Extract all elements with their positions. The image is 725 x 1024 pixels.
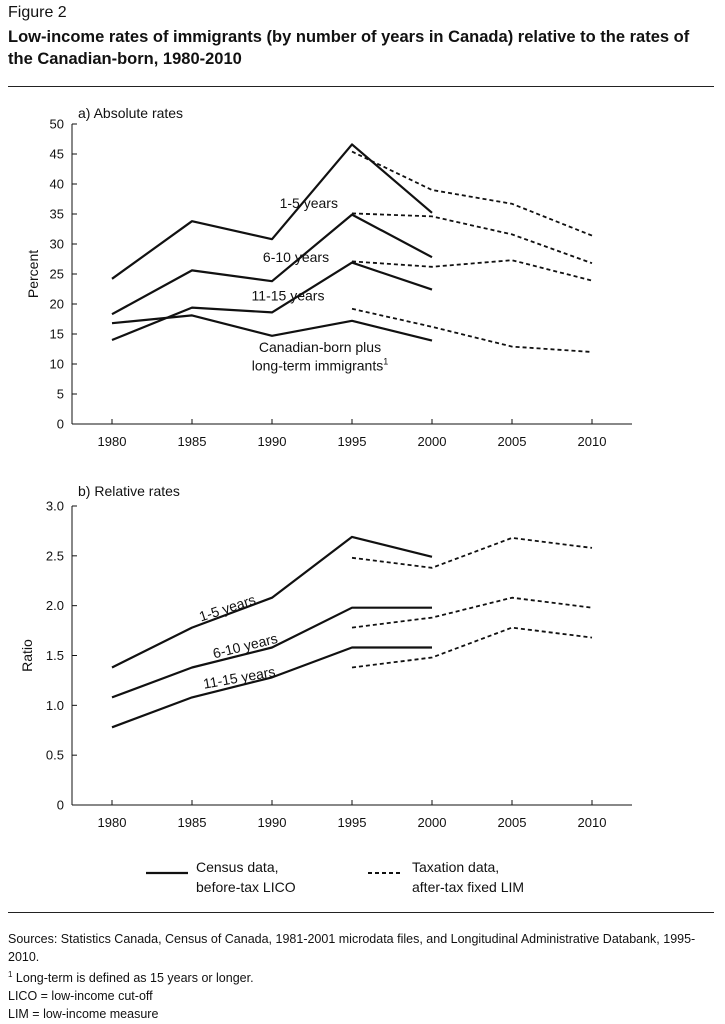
footnote-text: Long-term is defined as 15 years or long… — [12, 971, 254, 986]
series-taxation-6-10-years — [351, 212, 593, 265]
y-tick-label: 45 — [50, 147, 64, 162]
legend: Census data, before-tax LICO Taxation da… — [146, 859, 524, 895]
series-taxation-1-5-years — [351, 150, 593, 237]
x-tick-label: 2010 — [578, 434, 607, 449]
y-axis-label: Ratio — [19, 639, 35, 672]
series-taxation-11-15-years — [351, 259, 593, 282]
figure-title: Low-income rates of immigrants (by numbe… — [8, 28, 690, 68]
x-tick-label: 1985 — [178, 815, 207, 830]
lico-definition: LICO = low-income cut-off — [8, 989, 153, 1004]
series-label-1-5-years: 1-5 years — [280, 195, 338, 211]
x-tick-label: 2000 — [418, 815, 447, 830]
sources-note: Sources: Statistics Canada, Census of Ca… — [8, 932, 696, 964]
y-tick-label: 0.5 — [46, 748, 64, 763]
x-tick-label: 1995 — [338, 434, 367, 449]
series-taxation-canadian-born-plus-long-term-immigrants — [351, 307, 593, 353]
y-tick-label: 1.5 — [46, 648, 64, 663]
y-tick-label: 0 — [57, 417, 64, 432]
series-label-11-15-years: 11-15 years — [202, 663, 277, 691]
y-tick-label: 3.0 — [46, 499, 64, 514]
series-label-long-term-immigrants: long-term immigrants1 — [252, 357, 389, 374]
x-tick-label: 1985 — [178, 434, 207, 449]
series-label-canadian-born-plus: Canadian-born plus — [259, 339, 381, 355]
charts-svg: a) Absolute rates05101520253035404550198… — [19, 105, 632, 895]
x-tick-label: 2000 — [418, 434, 447, 449]
y-tick-label: 35 — [50, 207, 64, 222]
legend-taxation-label-2: after-tax fixed LIM — [412, 879, 524, 895]
series-label-11-15-years: 11-15 years — [252, 287, 325, 303]
y-axis-label: Percent — [25, 250, 41, 298]
panel-relative-rates: b) Relative rates 0 0.5 1.0 1.5 2.0 2.5 3.0 1980… — [19, 483, 632, 830]
x-tick-label: 2005 — [498, 434, 527, 449]
series-census-1-5-years — [111, 535, 433, 669]
y-tick-label: 5 — [57, 387, 64, 402]
y-tick-label: 2.5 — [46, 548, 64, 563]
y-tick-label: 50 — [50, 117, 64, 132]
y-tick-label: 10 — [50, 357, 64, 372]
footnote-marker: 1 — [8, 970, 13, 979]
series-label-1-5-years: 1-5 years — [197, 591, 257, 624]
series-census-canadian-born-plus-long-term-immigrants — [111, 314, 433, 342]
x-tick-label: 1995 — [338, 815, 367, 830]
series-taxation-6-10-years — [351, 596, 593, 629]
y-tick-label: 25 — [50, 267, 64, 282]
x-tick-label: 1980 — [98, 815, 127, 830]
x-tick-label: 2010 — [578, 815, 607, 830]
y-tick-label: 0 — [57, 798, 64, 813]
series-census-6-10-years — [111, 213, 433, 316]
x-tick-label: 1990 — [258, 815, 287, 830]
top-rule — [8, 86, 714, 87]
y-tick-label: 20 — [50, 297, 64, 312]
footnote-superscript: 1 — [383, 357, 388, 367]
y-tick-label: 40 — [50, 177, 64, 192]
x-tick-label: 1990 — [258, 434, 287, 449]
x-tick-label: 1980 — [98, 434, 127, 449]
y-tick-label: 15 — [50, 327, 64, 342]
series-label-6-10-years: 6-10 years — [263, 249, 329, 265]
footnote: 1 Long-term is defined as 15 years or lo… — [8, 966, 708, 987]
y-tick-label: 1.0 — [46, 698, 64, 713]
series-label-6-10-years: 6-10 years — [211, 630, 279, 662]
y-tick-label: 2.0 — [46, 598, 64, 613]
legend-census-label-2: before-tax LICO — [196, 879, 296, 895]
figure-label: Figure 2 — [8, 4, 67, 21]
y-tick-label: 30 — [50, 237, 64, 252]
footer-notes: Sources: Statistics Canada, Census of Ca… — [8, 930, 708, 1023]
bottom-rule — [8, 912, 714, 913]
series-taxation-1-5-years — [351, 537, 593, 569]
panel-title: a) Absolute rates — [78, 105, 183, 121]
series-taxation-11-15-years — [351, 626, 593, 669]
lim-definition: LIM = low-income measure — [8, 1007, 159, 1022]
x-tick-label: 2005 — [498, 815, 527, 830]
series-census-6-10-years — [111, 606, 432, 699]
legend-census-label-1: Census data, — [196, 859, 279, 875]
series-census-11-15-years — [111, 646, 432, 729]
legend-taxation-label-1: Taxation data, — [412, 859, 499, 875]
series-census-1-5-years — [111, 143, 433, 280]
panel-title: b) Relative rates — [78, 483, 180, 499]
panel-absolute-rates: a) Absolute rates 0 5 10 15 20 25 30 35 40 45 50 198… — [25, 105, 632, 449]
